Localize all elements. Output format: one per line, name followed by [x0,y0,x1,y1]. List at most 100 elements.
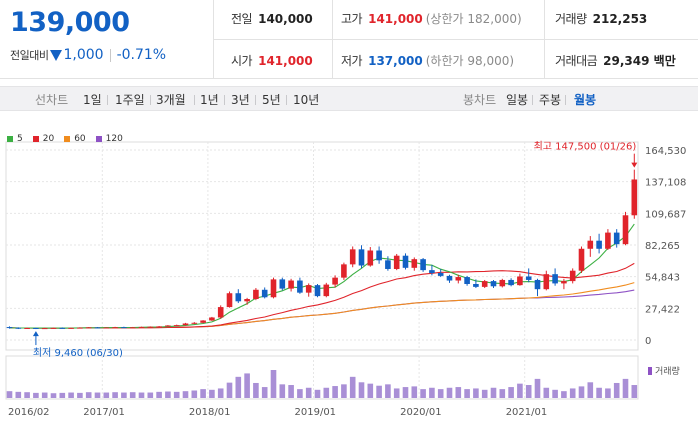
period-3m[interactable]: 3개월 [156,93,186,107]
volume-bar [6,391,13,398]
volume-bar [464,389,470,398]
candle-monthly[interactable]: 월봉 [574,93,597,107]
volume-bar [77,392,83,398]
volume-bar [605,388,611,398]
candle-body [261,289,268,298]
candle-body [15,327,22,329]
legend-ma20: 20 [32,134,54,144]
ma-legend: 5 20 60 120 [7,134,133,144]
candle-body [534,279,541,290]
volume-bar [561,391,567,398]
volume-bar [437,389,444,398]
candle-body [385,260,391,269]
period-1w[interactable]: 1주일 [115,93,145,107]
candle-body [376,250,382,261]
volume-bar [385,384,391,398]
period-5y[interactable]: 5년 [262,93,281,107]
candle-body [33,327,39,329]
volume-bar [596,387,602,398]
candle-body [473,283,479,287]
volume-bar [402,387,409,398]
candle-body [543,274,550,290]
volume-bar [517,383,523,398]
period-1y[interactable]: 1년 [200,93,219,107]
candle-body [270,279,277,298]
candle-body [332,277,338,285]
volume-plot-frame [5,355,639,400]
candle-body [129,327,136,329]
stock-chart: 5 20 60 120 164,530 137,108 109,687 82,265 5… [0,128,698,432]
ma5-line [9,223,635,329]
y-tick-label: 137,108 [645,178,686,189]
volume-bar [367,383,374,398]
candle-body [173,325,180,327]
volume-bar [429,387,435,398]
volume-bar [165,391,171,398]
candle-body [517,276,523,286]
period-3y[interactable]: 3년 [231,93,250,107]
x-tick-label: 2020/01 [400,407,442,418]
volume-bar [138,392,145,398]
x-tick-label: 2016/02 [8,407,50,418]
stock-quote-panel: 139,000 전일대비 1,000 -0.71% 전일 140,000 고가 … [0,0,698,79]
trade-value: 29,349 백만 [603,54,676,68]
divider [286,95,287,105]
candle-body [297,280,303,293]
candle-body [569,270,576,282]
high-cell: 고가 141,000 (상한가 182,000) [341,10,522,27]
candle-weekly[interactable]: 주봉 [539,93,562,107]
legend-ma60: 60 [64,134,86,144]
trade-value-cell: 거래대금 29,349 백만 [555,52,676,69]
ma120-line [9,289,635,329]
candle-daily[interactable]: 일봉 [506,93,529,107]
volume-legend-swatch [648,367,652,375]
candle-body [279,279,286,289]
ma20-line [9,262,635,329]
volume-bar [534,378,541,398]
volume-bar [94,392,101,398]
volume-bar [50,393,57,398]
volume-bar [490,387,497,398]
volume-bar [297,389,303,398]
volume-bar [147,392,154,398]
current-price: 139,000 [10,7,130,38]
candle-body [112,327,118,329]
candle-body [402,255,409,268]
candle-body [490,281,497,287]
upper-limit: (상한가 182,000) [425,12,522,26]
y-tick-label: 109,687 [645,209,686,220]
candle-body [41,328,48,330]
volume-bar [85,392,92,398]
volume-bar [613,382,620,398]
candle-body [613,232,620,245]
volume-bar [569,388,576,398]
candle-body [446,275,453,281]
volume-bar [499,389,506,398]
volume-bar [261,387,268,398]
y-tick-label: 164,530 [645,146,686,157]
volume-bar [455,387,462,398]
divider [194,95,195,105]
volume-bar [253,382,259,398]
legend-ma5: 5 [7,134,23,144]
change-amount: 1,000 [63,47,104,63]
volume-bar [552,389,558,398]
ma60-line [9,282,635,329]
open-value: 141,000 [258,54,313,68]
period-1d[interactable]: 1일 [83,93,102,107]
volume-bar [446,387,453,398]
divider [107,95,108,105]
candle-body [393,255,400,269]
candle-body [217,307,224,318]
candlestick-chart: 164,530 137,108 109,687 82,265 54,843 27,422 0… [5,141,686,418]
period-10y[interactable]: 10년 [293,93,320,107]
down-triangle-icon [50,49,63,61]
max-price-annotation: 최고 147,500 (01/26) [534,141,637,153]
candle-body [420,259,426,271]
candle-body [561,281,567,284]
candle-body [437,273,444,276]
volume-bar [305,387,312,398]
candle-body [24,327,30,329]
candle-body [156,326,162,328]
candle-body [50,327,57,329]
